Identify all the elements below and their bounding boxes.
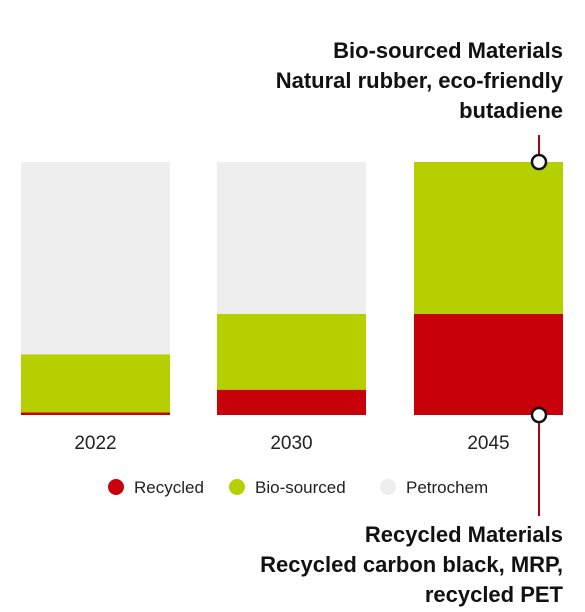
recycled-marker-circle [530,406,548,424]
x-tick-label-2022: 2022 [74,433,116,454]
annotations: Bio-sourced Materials Natural rubber, eco… [260,38,564,607]
legend-label-recycled: Recycled [134,478,204,497]
legend-label-petrochem: Petrochem [406,478,488,497]
x-tick-label-2030: 2030 [270,433,312,454]
legend-label-bio-sourced: Bio-sourced [255,478,346,497]
bio-marker-circle [530,153,548,171]
recycled-annotation-line-2: Recycled carbon black, MRP, [260,552,563,577]
legend-marker-recycled [108,479,124,495]
bio-annotation-line-2: Natural rubber, eco-friendly [276,68,564,93]
recycled-annotation-line-1: Recycled Materials [365,522,563,547]
bar-2030-bio-sourced [217,313,366,390]
recycled-annotation-line-3: recycled PET [425,582,564,607]
x-axis-ticks: 2022 2030 2045 [74,433,509,454]
bar-2030-recycled [217,389,366,415]
bar-2022-petrochem [21,162,170,355]
legend: Recycled Bio-sourced Petrochem [108,478,488,497]
x-tick-label-2045: 2045 [467,433,509,454]
bar-2030-petrochem [217,162,366,314]
bio-annotation-line-1: Bio-sourced Materials [333,38,563,63]
bar-2045-recycled [414,313,563,415]
bars-group [21,162,563,415]
bar-2022-bio-sourced [21,354,170,413]
bar-2045-bio-sourced [414,162,563,314]
legend-marker-bio-sourced [229,479,245,495]
bio-annotation-line-3: butadiene [459,98,563,123]
bar-2022-recycled [21,412,170,415]
legend-marker-petrochem [380,479,396,495]
